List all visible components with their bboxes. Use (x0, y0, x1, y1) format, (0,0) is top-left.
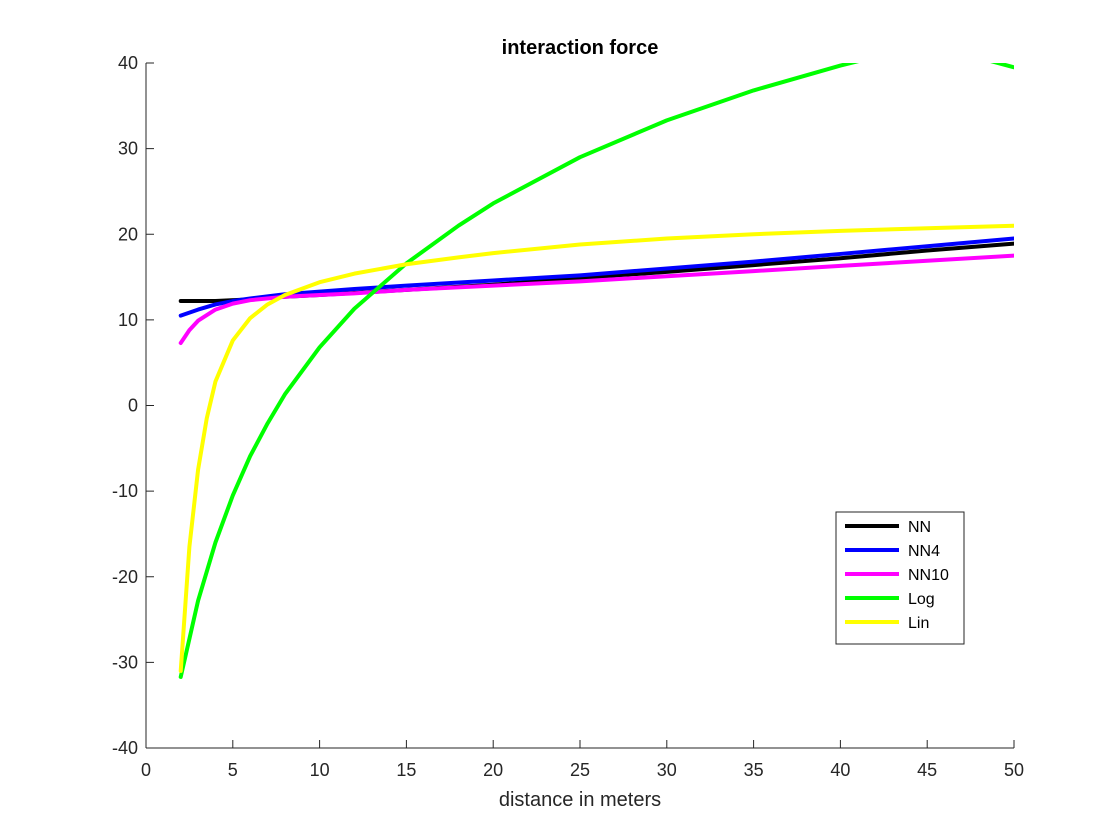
legend: NN NN4 NN10 Log Lin (835, 511, 965, 645)
y-tick-label: 20 (118, 224, 138, 244)
series-line-log (178, 63, 1014, 679)
y-tick-label: 0 (128, 396, 138, 416)
x-tick-label: 30 (657, 760, 677, 780)
x-tick-label: 40 (830, 760, 850, 780)
y-tick-label: -10 (112, 481, 138, 501)
x-tick-label: 50 (1004, 760, 1024, 780)
x-tick-label: 45 (917, 760, 937, 780)
x-tick-label: 25 (570, 760, 590, 780)
series-line-lin (178, 223, 1014, 673)
legend-label-log: Log (908, 591, 935, 608)
x-tick-label: 10 (310, 760, 330, 780)
x-axis-label: distance in meters (499, 789, 661, 811)
y-tick-label: 30 (118, 139, 138, 159)
series-line-nn10 (178, 253, 1014, 345)
legend-label-nn: NN (908, 519, 931, 536)
y-tick-label: 40 (118, 53, 138, 73)
y-tick-label: -20 (112, 567, 138, 587)
legend-label-lin: Lin (908, 615, 929, 632)
x-tick-label: 20 (483, 760, 503, 780)
ticks-layer: 0 5 10 15 20 25 30 35 40 45 50 -40 -30 -20 -10 0 10 20 30 4… (112, 53, 1024, 780)
y-tick-label: 10 (118, 310, 138, 330)
x-tick-label: 0 (141, 760, 151, 780)
y-tick-label: -30 (112, 652, 138, 672)
x-tick-label: 35 (744, 760, 764, 780)
chart-title: interaction force (502, 37, 659, 59)
x-tick-label: 15 (396, 760, 416, 780)
y-tick-label: -40 (112, 738, 138, 758)
series-layer (178, 63, 1014, 679)
x-tick-label: 5 (228, 760, 238, 780)
legend-label-nn10: NN10 (908, 567, 949, 584)
legend-label-nn4: NN4 (908, 543, 940, 560)
